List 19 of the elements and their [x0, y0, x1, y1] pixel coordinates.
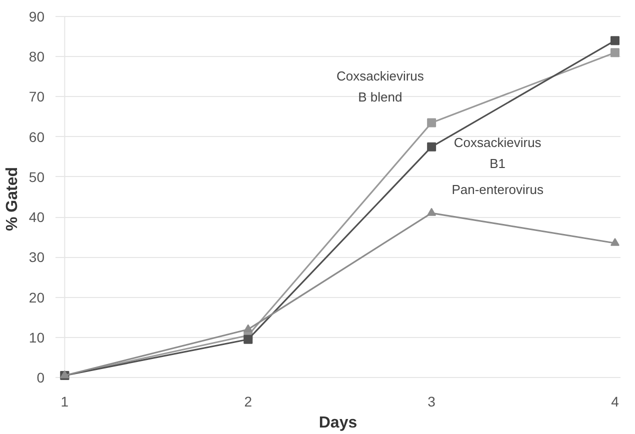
y-tick-label: 30: [28, 249, 45, 266]
x-tick-label: 4: [611, 394, 620, 410]
x-tick-label: 1: [60, 394, 69, 410]
series-label: Coxsackievirus B blend: [336, 68, 424, 105]
x-axis-title: Days: [318, 414, 358, 432]
y-tick-label: 70: [28, 88, 45, 105]
y-tick-label: 20: [28, 289, 45, 306]
y-tick-label: 10: [28, 329, 45, 346]
y-tick-label: 40: [28, 209, 45, 226]
series-label: Coxsackievirus B1: [454, 134, 542, 171]
y-tick-label: 0: [36, 369, 45, 386]
series-label: Pan-enterovirus: [452, 182, 544, 197]
y-axis-title: % Gated: [4, 166, 21, 232]
y-tick-label: 60: [28, 128, 45, 145]
y-tick-label: 50: [28, 168, 45, 185]
y-tick-label: 90: [28, 8, 45, 25]
y-tick-label: 80: [28, 48, 45, 65]
x-tick-label: 2: [244, 394, 252, 410]
x-tick-label: 3: [428, 394, 436, 410]
